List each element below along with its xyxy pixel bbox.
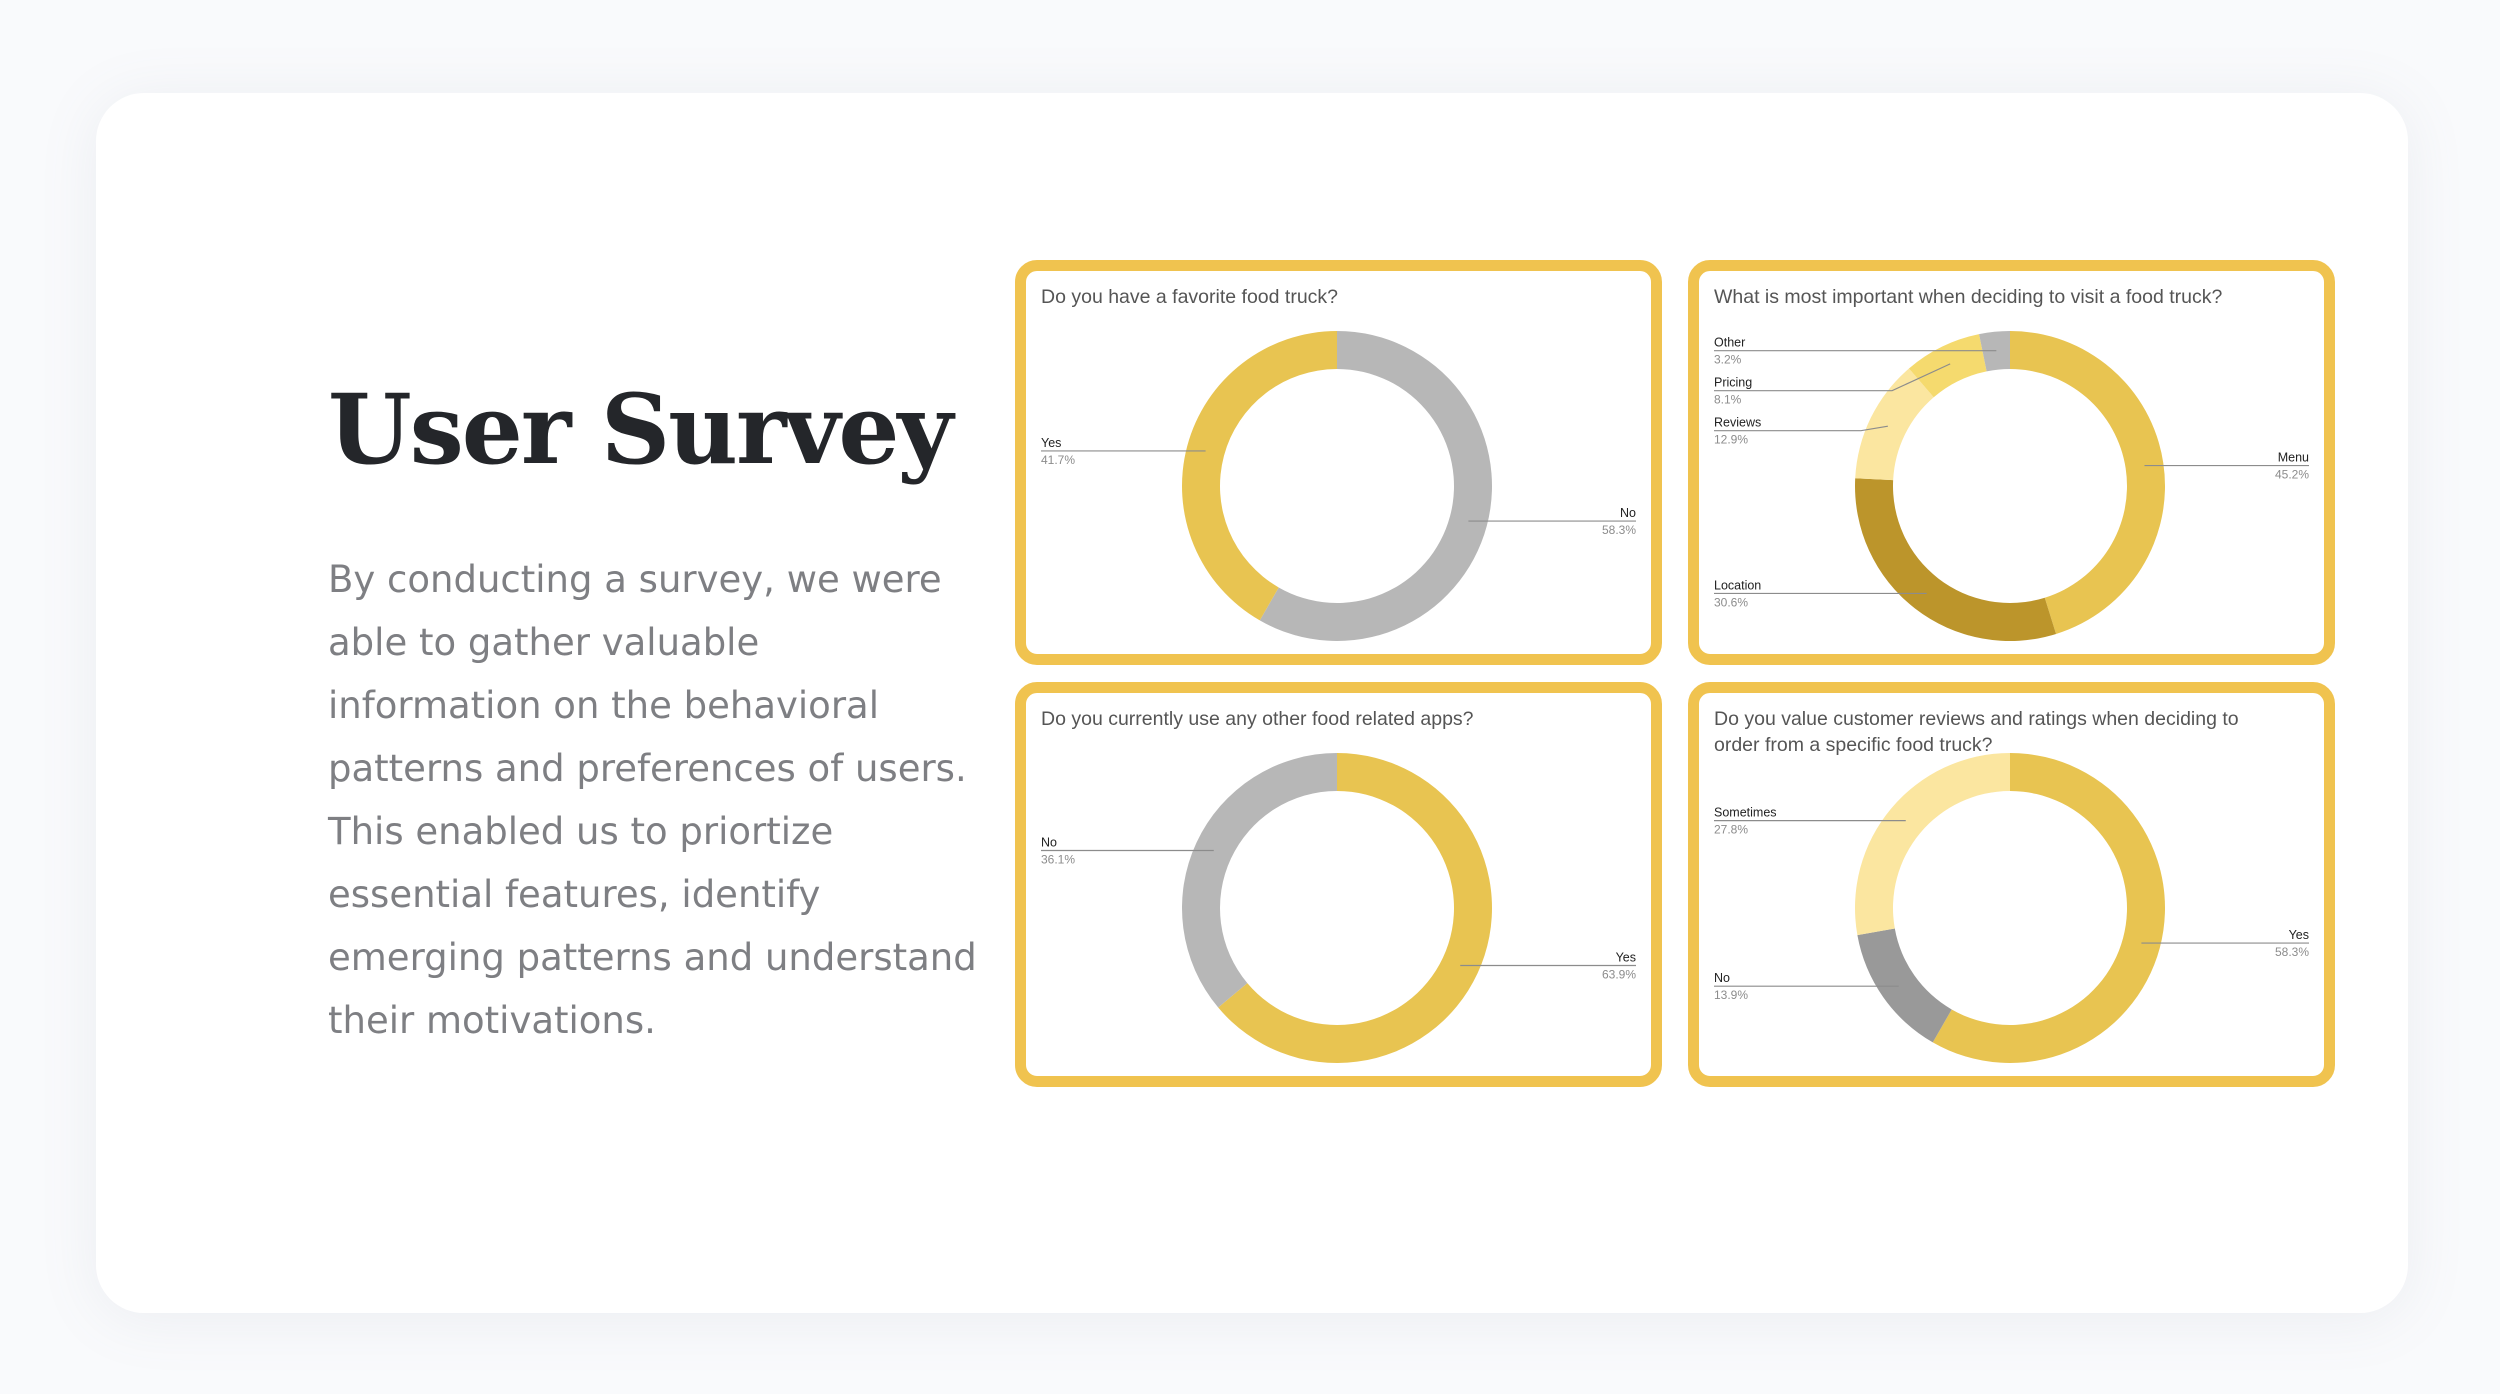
label-yes: Yes xyxy=(1616,951,1636,965)
label-no: No xyxy=(1041,835,1057,849)
intro-paragraph: By conducting a survey, we were able to … xyxy=(328,558,977,1042)
chart-title: order from a specific food truck? xyxy=(1714,734,1993,756)
chart-title: What is most important when deciding to … xyxy=(1714,286,2222,308)
chart-panel-reviews: Do you value customer reviews and rating… xyxy=(1688,682,2335,1087)
label-sometimes: Sometimes xyxy=(1714,806,1777,820)
slice-no xyxy=(1857,928,1952,1043)
chart-panel-most-important: What is most important when deciding to … xyxy=(1688,260,2335,665)
slice-pricing xyxy=(1908,334,1987,398)
label-other: Other xyxy=(1714,336,1745,350)
value-menu: 45.2% xyxy=(2275,468,2309,482)
slice-menu xyxy=(2010,331,2165,635)
value-reviews: 12.9% xyxy=(1714,433,1748,447)
value-no: 13.9% xyxy=(1714,988,1748,1002)
slice-yes xyxy=(1932,753,2165,1063)
chart-panel-other-apps: Do you currently use any other food rela… xyxy=(1015,682,1662,1087)
value-pricing: 8.1% xyxy=(1714,393,1742,407)
chart-title: Do you have a favorite food truck? xyxy=(1041,286,1338,308)
label-no: No xyxy=(1620,506,1636,520)
chart-title: Do you currently use any other food rela… xyxy=(1041,708,1474,730)
slice-no xyxy=(1259,331,1492,641)
value-sometimes: 27.8% xyxy=(1714,823,1748,837)
page-title: User Survey xyxy=(328,373,953,486)
label-pricing: Pricing xyxy=(1714,376,1752,390)
label-yes: Yes xyxy=(2289,928,2309,942)
leader-line-reviews xyxy=(1714,425,1888,432)
donut-chart-favorite-truck: Do you have a favorite food truck? Yes 41.… xyxy=(1041,286,1636,641)
value-yes: 41.7% xyxy=(1041,453,1075,467)
label-reviews: Reviews xyxy=(1714,416,1761,430)
value-no: 58.3% xyxy=(1602,523,1636,537)
value-no: 36.1% xyxy=(1041,852,1075,866)
label-menu: Menu xyxy=(2278,451,2309,465)
donut-chart-reviews: Do you value customer reviews and rating… xyxy=(1714,708,2309,1063)
label-no: No xyxy=(1714,971,1730,985)
value-location: 30.6% xyxy=(1714,595,1748,609)
donut-chart-other-apps: Do you currently use any other food rela… xyxy=(1041,708,1636,1063)
slice-yes xyxy=(1218,753,1492,1063)
slice-location xyxy=(1855,478,2057,641)
value-yes: 63.9% xyxy=(1602,968,1636,982)
chart-panel-favorite-truck: Do you have a favorite food truck? Yes 41.… xyxy=(1015,260,1662,665)
donut-chart-most-important: What is most important when deciding to … xyxy=(1714,286,2309,641)
value-yes: 58.3% xyxy=(2275,945,2309,959)
label-location: Location xyxy=(1714,578,1761,592)
slice-yes xyxy=(1182,331,1337,621)
value-other: 3.2% xyxy=(1714,353,1742,367)
slice-sometimes xyxy=(1855,753,2010,936)
slice-reviews xyxy=(1855,368,1934,481)
label-yes: Yes xyxy=(1041,436,1061,450)
chart-title: Do you value customer reviews and rating… xyxy=(1714,708,2239,730)
leader-line-pricing xyxy=(1714,363,1951,392)
slice-no xyxy=(1182,753,1337,1008)
